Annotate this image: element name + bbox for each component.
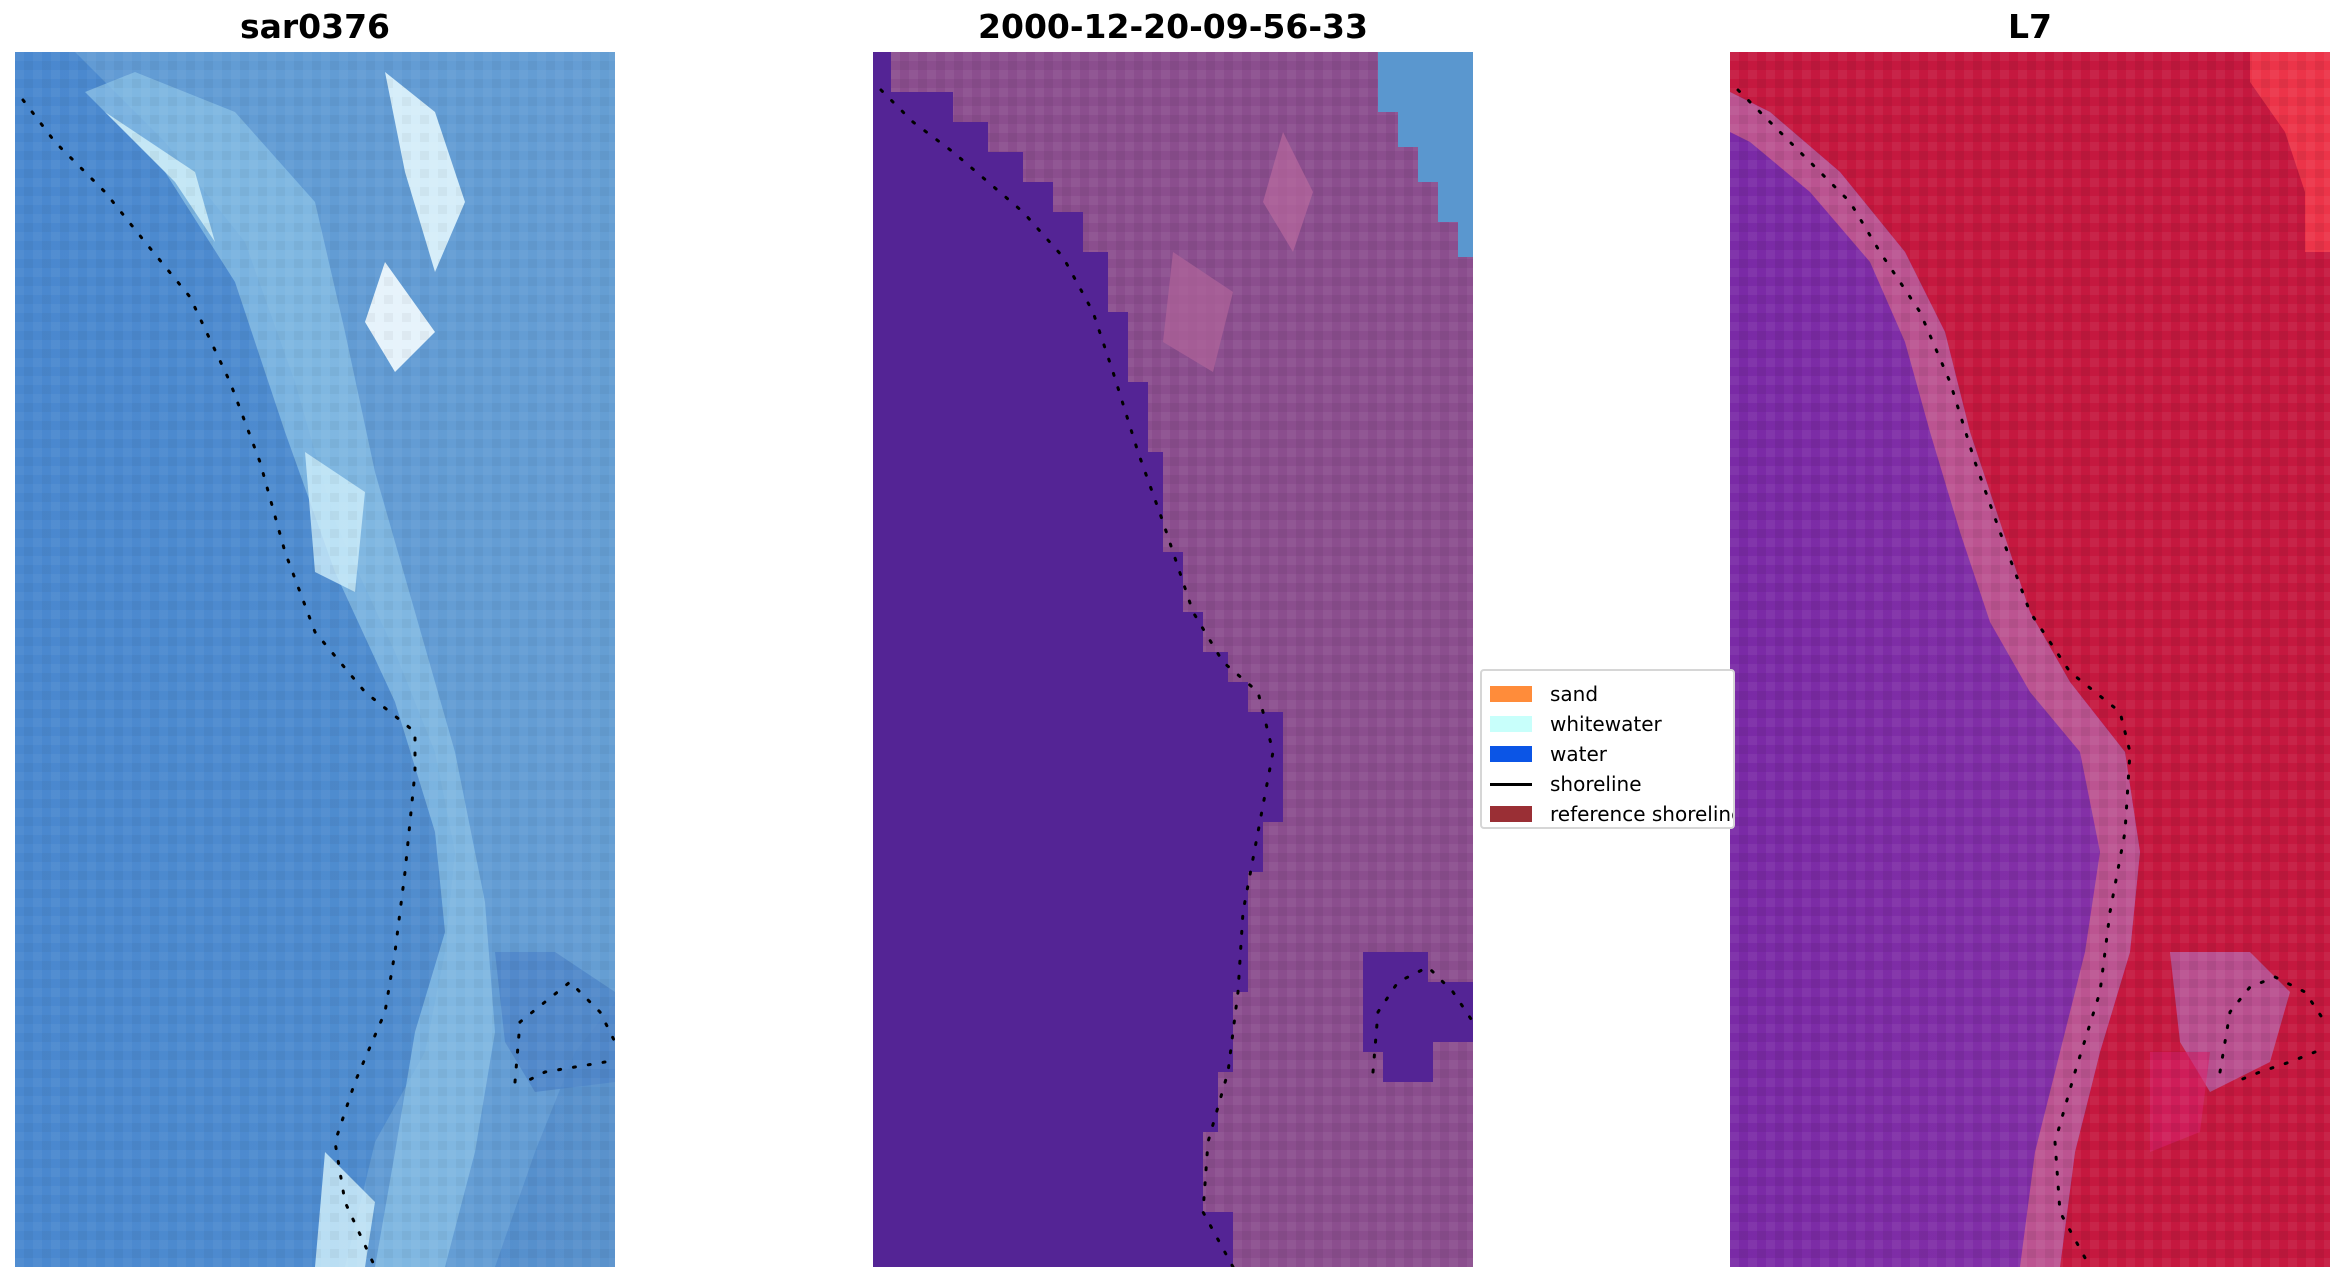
whitewater-swatch — [1490, 716, 1532, 732]
panel-title-rgb: sar0376 — [239, 7, 391, 46]
legend: sand whitewater water shoreline referenc… — [1480, 669, 1735, 829]
panel-title-index: L7 — [2008, 7, 2052, 46]
shoreline-line-sample — [1490, 782, 1532, 786]
index-image — [1730, 52, 2330, 1267]
legend-label-sand: sand — [1550, 682, 1599, 706]
rgb-image-panel — [15, 52, 615, 1267]
classified-image — [873, 52, 1473, 1267]
legend-label-whitewater: whitewater — [1550, 712, 1662, 736]
legend-label-shoreline: shoreline — [1550, 772, 1642, 796]
panel-title-classified: 2000-12-20-09-56-33 — [978, 7, 1368, 46]
sand-swatch — [1490, 686, 1532, 702]
water-swatch — [1490, 746, 1532, 762]
reference-shoreline-swatch — [1490, 806, 1532, 822]
legend-label-reference-shoreline: reference shoreline — [1550, 802, 1735, 826]
rgb-image — [15, 52, 615, 1267]
legend-label-water: water — [1550, 742, 1607, 766]
classified-image-panel — [873, 52, 1473, 1267]
index-image-panel — [1730, 52, 2330, 1267]
